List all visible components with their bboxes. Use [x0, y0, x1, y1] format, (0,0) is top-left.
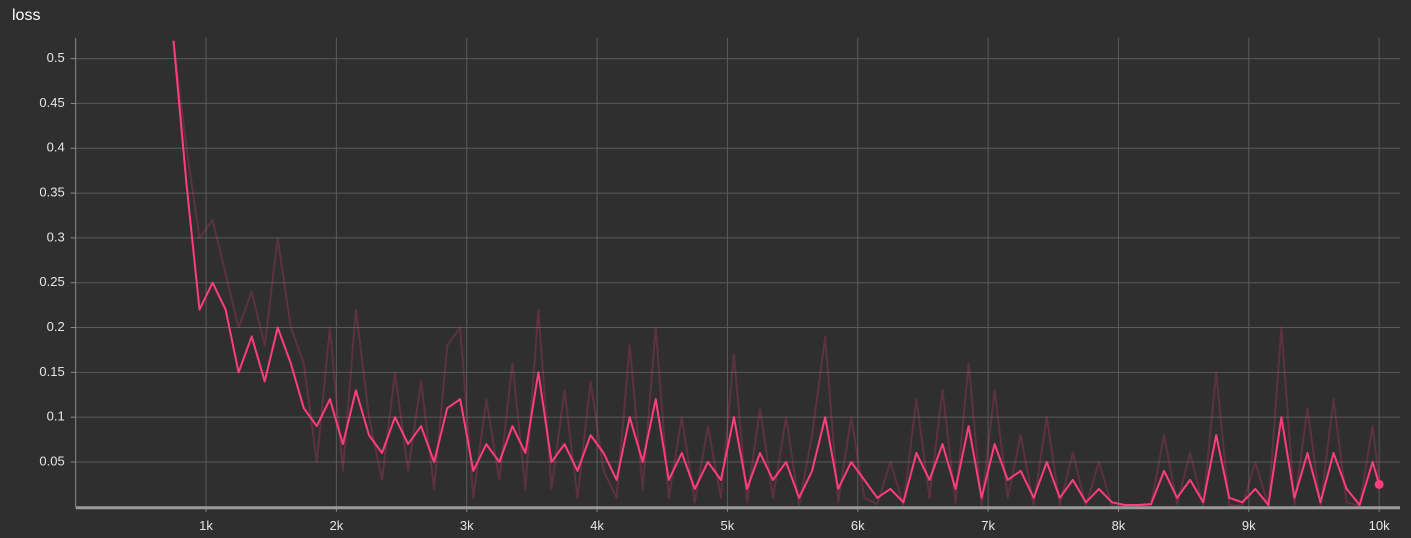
grid: [75, 38, 1400, 507]
y-tick-label: 0.25: [39, 274, 64, 289]
x-tick-label: 10k: [1369, 518, 1390, 533]
x-tick-label: 6k: [851, 518, 865, 533]
y-tick-label: 0.15: [39, 364, 64, 379]
line-series: [172, 40, 1381, 507]
plot-area: [172, 40, 1384, 507]
y-tick-label: 0.05: [39, 453, 64, 468]
chart-title: loss: [12, 7, 40, 24]
y-tick-label: 0.2: [47, 319, 65, 334]
y-tick-label: 0.45: [39, 95, 64, 110]
y-tick-label: 0.35: [39, 185, 64, 200]
x-tick-label: 2k: [330, 518, 344, 533]
x-tick-label: 9k: [1242, 518, 1256, 533]
axes: 0.05 0.1 0.15 0.2 0.25 0.3 0.35 0.4 0.45 0.5 1k 2k 3…: [39, 38, 1400, 533]
x-tick-label: 7k: [981, 518, 995, 533]
x-tick-label: 5k: [721, 518, 735, 533]
x-tick-label: 3k: [460, 518, 474, 533]
x-tick-label: 1k: [199, 518, 213, 533]
x-tick-label: 4k: [590, 518, 604, 533]
x-tick-label: 8k: [1112, 518, 1126, 533]
last-point: [1374, 479, 1384, 489]
y-tick-label: 0.1: [47, 409, 65, 424]
y-tick-label: 0.3: [47, 229, 65, 244]
y-tick-label: 0.4: [47, 140, 65, 155]
line-series: [172, 40, 1381, 506]
y-tick-label: 0.5: [47, 50, 65, 65]
